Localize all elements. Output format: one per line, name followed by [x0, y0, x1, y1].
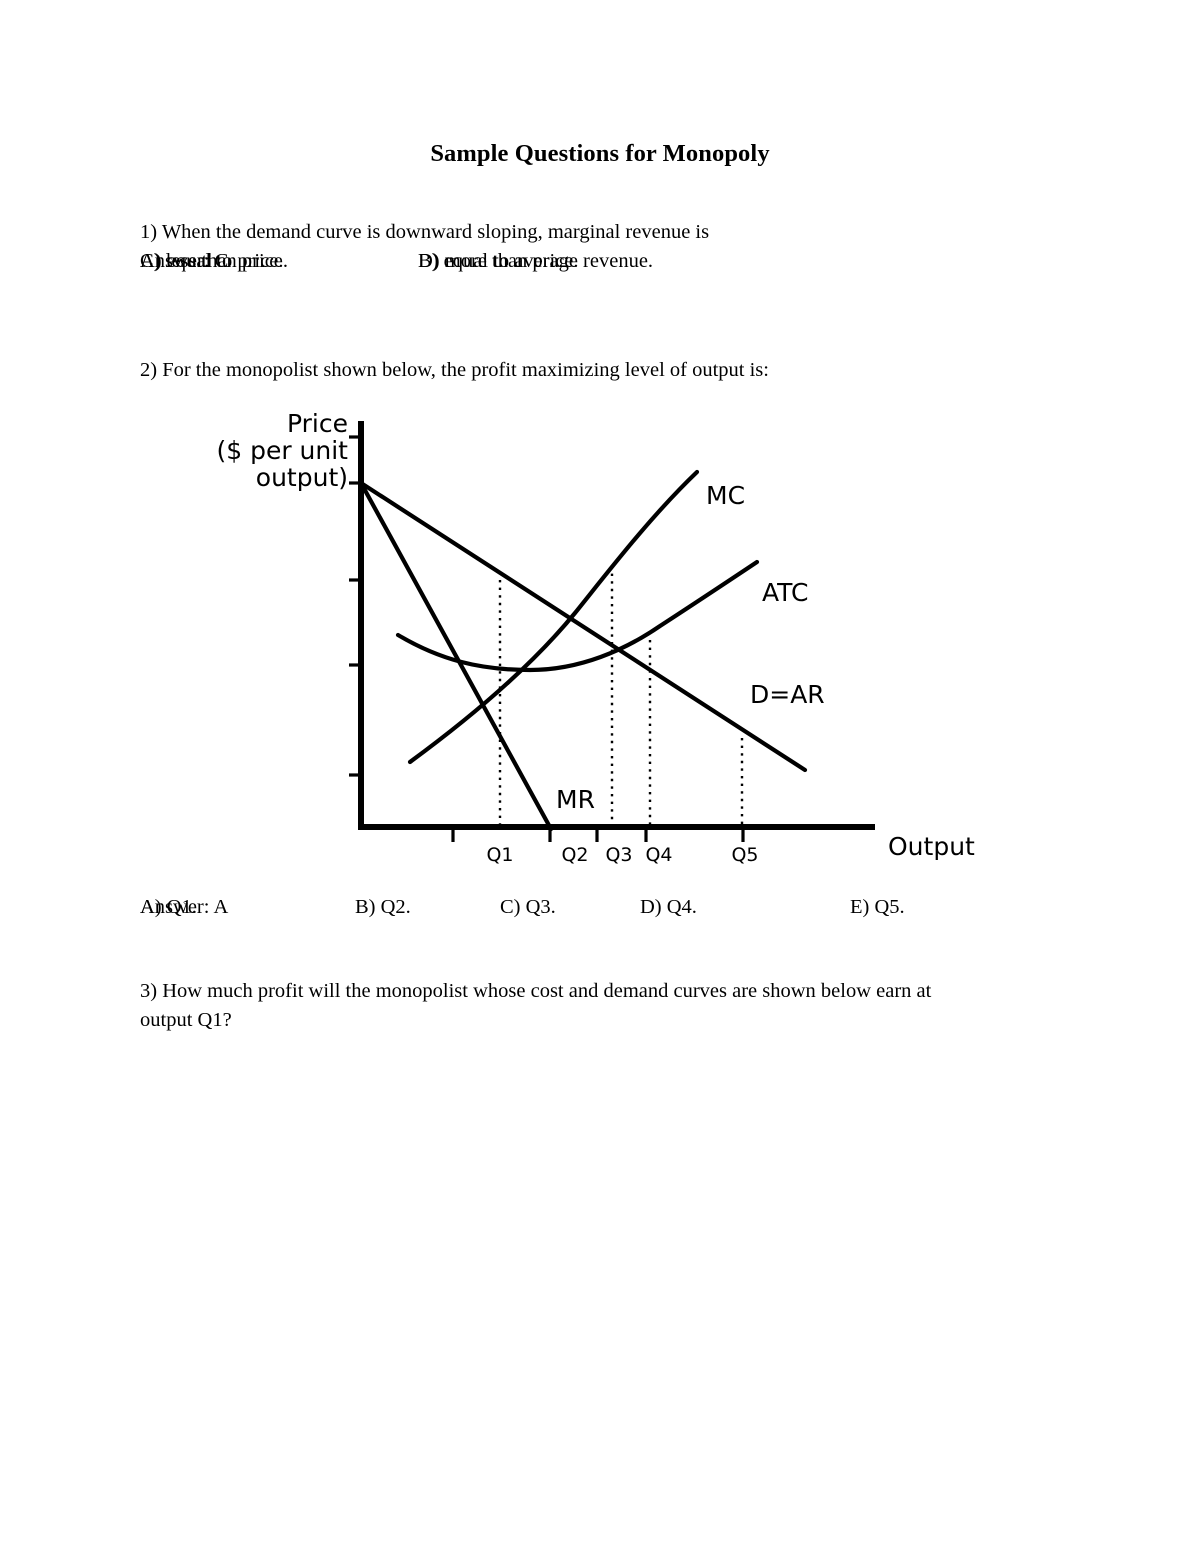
y-axis-title-line1: Price: [287, 409, 348, 438]
atc-label: ATC: [762, 578, 808, 607]
question-1-option-c[interactable]: C) less than price.: [140, 250, 289, 272]
chart-axes: [358, 421, 875, 830]
question-2-option-c[interactable]: C) Q3.: [500, 896, 556, 918]
demand-ar-curve: [358, 480, 808, 773]
question-2-answers-block: A) Q1. B) Q2. C) Q3. D) Q4. E) Q5. Answe…: [140, 893, 1080, 922]
question-1-answer: Answer: C: [140, 250, 229, 272]
question-1-stem: 1) When the demand curve is downward slo…: [140, 221, 710, 243]
monopoly-cost-demand-chart: Price ($ per unit output): [180, 400, 1060, 880]
y-axis-title-line2: ($ per unit: [216, 436, 348, 465]
mr-label: MR: [556, 785, 595, 814]
question-2-answer: Answer: A: [140, 896, 229, 918]
x-tick-label-q5: Q5: [731, 844, 758, 866]
y-axis-title-line3: output): [256, 463, 348, 492]
question-3-block: 3) How much profit will the monopolist w…: [140, 977, 1075, 1035]
atc-curve: [395, 559, 760, 673]
x-tick-label-q1: Q1: [486, 844, 513, 866]
demand-ar-label: D=AR: [750, 680, 825, 709]
x-axis-title: Output: [888, 832, 975, 861]
question-2-option-e[interactable]: E) Q5.: [850, 896, 905, 918]
question-1-option-a[interactable]: A) equal to price.: [140, 250, 284, 272]
question-2-option-a[interactable]: A) Q1.: [140, 896, 197, 918]
mc-label: MC: [706, 481, 745, 510]
x-tick-label-q2: Q2: [561, 844, 588, 866]
chart-svg: Price ($ per unit output): [216, 409, 975, 866]
x-tick-label-q3: Q3: [605, 844, 632, 866]
reference-dotted-lines: [498, 566, 744, 825]
question-2-option-d[interactable]: D) Q4.: [640, 896, 697, 918]
x-tick-label-q4: Q4: [645, 844, 672, 866]
question-2-stem: 2) For the monopolist shown below, the p…: [140, 359, 769, 381]
mr-curve: [358, 480, 554, 832]
question-3-stem-line-1: 3) How much profit will the monopolist w…: [140, 980, 932, 1002]
question-2-option-b[interactable]: B) Q2.: [355, 896, 411, 918]
question-1-block: 1) When the demand curve is downward slo…: [140, 218, 1080, 276]
question-1-option-b[interactable]: B) equal to average revenue.: [418, 250, 654, 272]
page-title: Sample Questions for Monopoly: [430, 140, 770, 167]
question-1-option-d[interactable]: D) more than price.: [418, 250, 579, 272]
question-3-stem-line-2: output Q1?: [140, 1009, 232, 1031]
mc-curve: [407, 469, 700, 765]
